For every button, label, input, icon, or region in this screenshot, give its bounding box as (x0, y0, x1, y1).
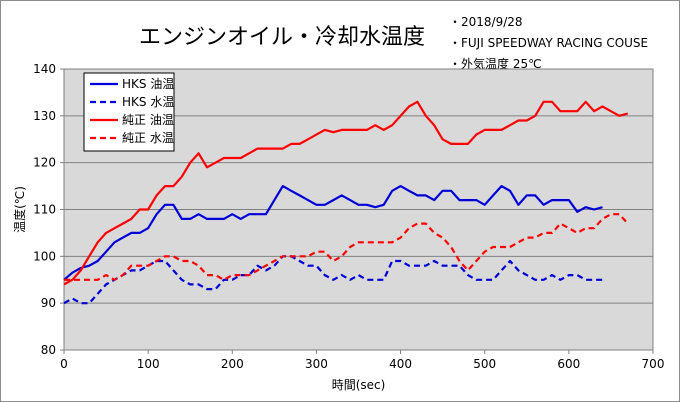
note-temperature: ・外気温度 25℃ (449, 57, 542, 71)
legend-label-2: 純正 油温 (122, 113, 174, 127)
x-tick-label: 0 (60, 357, 68, 371)
x-tick-label: 500 (473, 357, 496, 371)
y-tick-label: 140 (33, 62, 56, 76)
note-course: ・FUJI SPEEDWAY RACING COUSE (449, 36, 649, 50)
series-line-0 (63, 185, 603, 281)
x-tick-label: 700 (642, 357, 665, 371)
y-tick-label: 120 (33, 156, 56, 170)
legend-box (83, 72, 175, 152)
y-tick-label: 110 (33, 203, 56, 217)
y-axis-label: 温度(℃) (12, 186, 27, 233)
x-tick-label: 600 (557, 357, 580, 371)
note-date: ・2018/9/28 (449, 15, 523, 29)
x-axis-label: 時間(sec) (332, 378, 386, 392)
y-tick-label: 90 (41, 296, 56, 310)
series-line-3 (64, 213, 629, 281)
x-tick-label: 200 (221, 357, 244, 371)
x-tick-label: 300 (305, 357, 328, 371)
legend-label-1: HKS 水温 (122, 95, 174, 109)
series-line-2 (63, 100, 629, 286)
x-tick-label: 100 (137, 357, 160, 371)
y-tick-label: 80 (41, 343, 56, 357)
legend-label-0: HKS 油温 (122, 77, 174, 91)
chart-title: エンジンオイル・冷却水温度 (139, 25, 426, 50)
legend-label-3: 純正 水温 (122, 131, 174, 145)
series-line-1 (63, 255, 603, 305)
y-tick-label: 130 (33, 109, 56, 123)
x-tick-label: 400 (389, 357, 412, 371)
y-tick-label: 100 (33, 249, 56, 263)
